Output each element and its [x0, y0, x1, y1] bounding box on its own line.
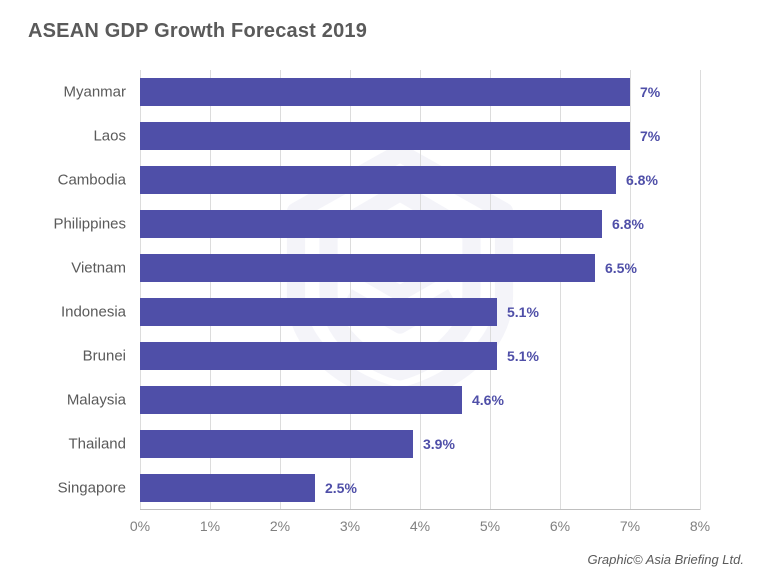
gridline [700, 70, 701, 510]
bar [140, 254, 595, 282]
bar-row: Brunei5.1% [140, 334, 700, 378]
x-tick-label: 5% [480, 518, 500, 534]
value-label: 4.6% [472, 392, 504, 408]
bar-row: Singapore2.5% [140, 466, 700, 510]
bar [140, 210, 602, 238]
category-label: Indonesia [61, 304, 126, 321]
value-label: 6.5% [605, 260, 637, 276]
value-label: 2.5% [325, 480, 357, 496]
bar [140, 166, 616, 194]
x-tick-label: 0% [130, 518, 150, 534]
bar-row: Myanmar7% [140, 70, 700, 114]
category-label: Thailand [68, 436, 126, 453]
value-label: 6.8% [612, 216, 644, 232]
bar [140, 474, 315, 502]
category-label: Brunei [83, 348, 126, 365]
bar-row: Laos7% [140, 114, 700, 158]
credit-text: Graphic© Asia Briefing Ltd. [587, 552, 744, 567]
chart-title: ASEAN GDP Growth Forecast 2019 [28, 20, 367, 43]
value-label: 7% [640, 128, 660, 144]
category-label: Cambodia [58, 172, 126, 189]
plot-area: 0%1%2%3%4%5%6%7%8% Myanmar7%Laos7%Cambod… [140, 70, 700, 510]
category-label: Vietnam [71, 260, 126, 277]
category-label: Singapore [58, 480, 126, 497]
bar [140, 298, 497, 326]
bar-row: Thailand3.9% [140, 422, 700, 466]
category-label: Malaysia [67, 392, 126, 409]
category-label: Laos [93, 128, 126, 145]
value-label: 7% [640, 84, 660, 100]
value-label: 6.8% [626, 172, 658, 188]
bar [140, 122, 630, 150]
x-tick-label: 2% [270, 518, 290, 534]
x-tick-label: 4% [410, 518, 430, 534]
x-tick-label: 1% [200, 518, 220, 534]
x-tick-label: 3% [340, 518, 360, 534]
bar-row: Philippines6.8% [140, 202, 700, 246]
bar-row: Indonesia5.1% [140, 290, 700, 334]
bar-row: Malaysia4.6% [140, 378, 700, 422]
x-tick-label: 6% [550, 518, 570, 534]
category-label: Myanmar [63, 84, 126, 101]
value-label: 5.1% [507, 304, 539, 320]
chart-container: ASEAN GDP Growth Forecast 2019 0%1%2%3%4… [0, 0, 768, 579]
category-label: Philippines [53, 216, 126, 233]
bar [140, 78, 630, 106]
value-label: 3.9% [423, 436, 455, 452]
x-tick-label: 7% [620, 518, 640, 534]
bar [140, 342, 497, 370]
x-tick-label: 8% [690, 518, 710, 534]
bar-row: Cambodia6.8% [140, 158, 700, 202]
bar-row: Vietnam6.5% [140, 246, 700, 290]
bar [140, 386, 462, 414]
value-label: 5.1% [507, 348, 539, 364]
bar [140, 430, 413, 458]
